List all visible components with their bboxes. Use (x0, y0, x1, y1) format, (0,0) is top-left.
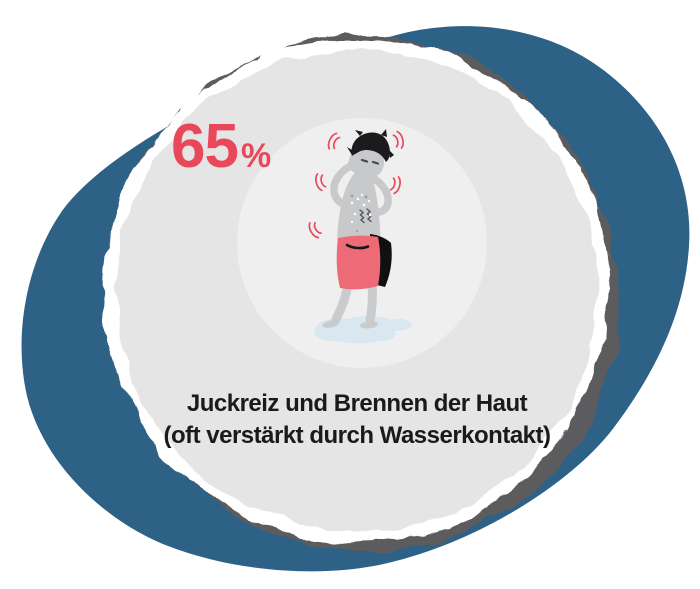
hair (347, 129, 394, 162)
shivering-person-illustration (306, 129, 412, 344)
eyes (360, 158, 380, 165)
statistic: 65 % (171, 116, 271, 178)
statistic-number: 65 (171, 112, 239, 181)
caption: Juckreiz und Brennen der Haut (oft verst… (10, 388, 700, 452)
caption-line-2: (oft verstärkt durch Wasserkontakt) (163, 422, 551, 449)
towel-fold-line (345, 243, 370, 250)
statistic-percent-sign: % (240, 137, 272, 175)
torso (337, 170, 381, 247)
chest-dots (350, 194, 368, 233)
caption-line-1: Juckreiz und Brennen der Haut (186, 390, 528, 417)
skin-flake-dots (350, 193, 372, 224)
towel (336, 235, 381, 290)
face (355, 146, 385, 178)
